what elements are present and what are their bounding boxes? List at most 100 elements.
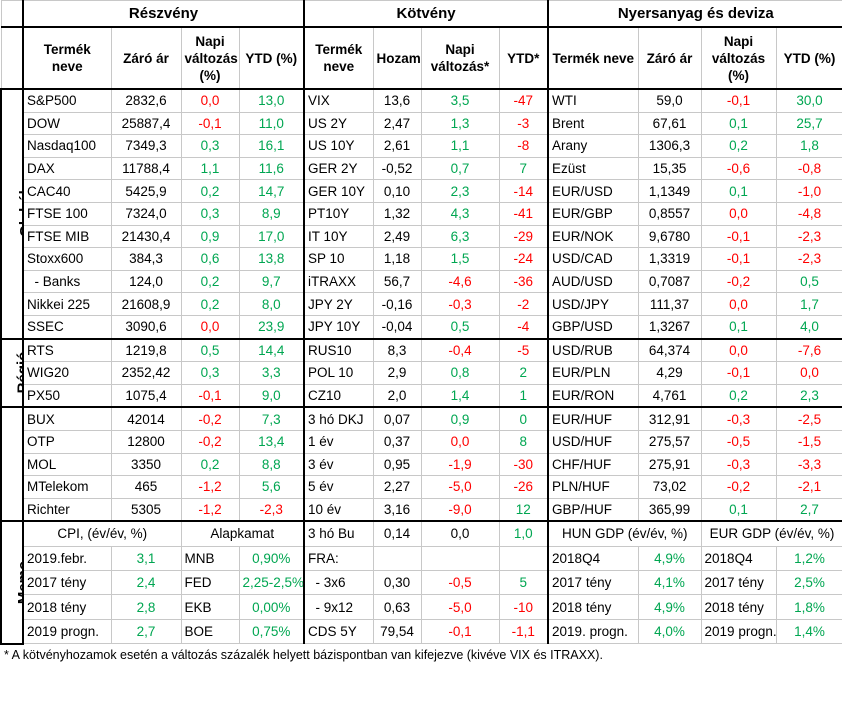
- product-name: PLN/HUF: [547, 475, 639, 499]
- value: 0,2: [180, 292, 240, 316]
- product-name: AUD/USD: [547, 269, 639, 294]
- product-name: GBP/HUF: [547, 497, 639, 522]
- product-name: Ezüst: [547, 156, 639, 181]
- product-name: 3 év: [303, 452, 374, 477]
- value: -0,2: [180, 429, 240, 454]
- value: -0,2: [700, 269, 777, 294]
- value: -2,3: [238, 497, 305, 522]
- value: -0,8: [775, 156, 842, 181]
- memo-label: 2019 progn.: [22, 618, 112, 645]
- product-name: Arany: [547, 134, 639, 158]
- value: 0,6: [180, 247, 240, 271]
- value: 6,3: [420, 224, 500, 249]
- product-name: USD/CAD: [547, 247, 639, 271]
- product-name: S&P500: [22, 88, 112, 113]
- value: 11788,4: [110, 156, 182, 181]
- memo-header: CPI, (év/év, %): [22, 520, 182, 547]
- product-name: VIX: [303, 88, 374, 113]
- memo-row: 2017 tény 2,4 FED 2,25-2,5% - 3x6 0,30 -0,5 5 2…: [1, 570, 842, 596]
- value: 2: [498, 361, 549, 385]
- data-row: Stoxx600 384,3 0,6 13,8 SP 10 1,18 1,5 -24 USD/C…: [1, 247, 842, 271]
- value: 3,5: [420, 88, 500, 113]
- value: -26: [498, 475, 549, 499]
- group-label-text: Memo: [15, 560, 23, 605]
- column-header: Napi változás (%): [180, 26, 240, 90]
- value: 1,5: [420, 247, 500, 271]
- value: 21608,9: [110, 292, 182, 316]
- value: -0,2: [700, 475, 777, 499]
- product-name: 10 év: [303, 497, 374, 522]
- group-label: Régió: [0, 337, 24, 409]
- memo-label: 2019. progn.: [547, 618, 639, 645]
- memo-value: 0,14: [372, 520, 422, 547]
- value: 67,61: [637, 111, 702, 136]
- product-name: EUR/RON: [547, 383, 639, 408]
- value: 2,0: [372, 383, 422, 408]
- value: 9,6780: [637, 224, 702, 249]
- value: -0,1: [180, 383, 240, 408]
- value: -1,0: [775, 179, 842, 203]
- product-name: FTSE MIB: [22, 224, 112, 249]
- product-name: POL 10: [303, 361, 374, 385]
- value: 2,3: [420, 179, 500, 203]
- value: 0,1: [700, 497, 777, 522]
- product-name: CHF/HUF: [547, 452, 639, 477]
- value: -0,1: [700, 224, 777, 249]
- value: 64,374: [637, 337, 702, 363]
- value: -5,0: [420, 475, 500, 499]
- value: 13,8: [238, 247, 305, 271]
- product-name: EUR/USD: [547, 179, 639, 203]
- value: 0,0: [700, 292, 777, 316]
- value: 1306,3: [637, 134, 702, 158]
- product-name: DAX: [22, 156, 112, 181]
- data-row: Magyar BUX 42014 -0,2 7,3 3 hó DKJ 0,07 0,9 0 EUR…: [0, 406, 842, 523]
- value: 1,3319: [637, 247, 702, 271]
- memo-label: 2018Q4: [547, 545, 639, 572]
- value: 73,02: [637, 475, 702, 499]
- value: 4,761: [637, 383, 702, 408]
- product-name: WIG20: [22, 361, 112, 385]
- value: -3,3: [775, 452, 842, 477]
- value: 8: [498, 429, 549, 454]
- value: -1,2: [180, 497, 240, 522]
- value: 2,61: [372, 134, 422, 158]
- value: -2: [498, 292, 549, 316]
- value: 0,8557: [637, 201, 702, 226]
- product-name: Brent: [547, 111, 639, 136]
- market-table: Részvény Kötvény Nyersanyag és deviza Termé…: [0, 0, 842, 645]
- value: 384,3: [110, 247, 182, 271]
- value: -0,1: [180, 111, 240, 136]
- value: 1075,4: [110, 383, 182, 408]
- value: -41: [498, 201, 549, 226]
- value: 2352,42: [110, 361, 182, 385]
- data-row: - Banks 124,0 0,2 9,7 iTRAXX 56,7 -4,6 -36 AUD/U…: [1, 269, 842, 294]
- product-name: EUR/NOK: [547, 224, 639, 249]
- value: 0,5: [180, 337, 240, 363]
- value: 0,0: [180, 88, 240, 113]
- value: 11,0: [238, 111, 305, 136]
- memo-label: 2017 tény: [547, 570, 639, 596]
- value: 275,57: [637, 429, 702, 454]
- footnote: * A kötvényhozamok esetén a változás szá…: [4, 647, 603, 662]
- value: 0,2: [700, 383, 777, 408]
- product-name: FTSE 100: [22, 201, 112, 226]
- memo-value: 4,1%: [637, 570, 702, 596]
- value: 2,3: [775, 383, 842, 408]
- value: 3,3: [238, 361, 305, 385]
- value: 3350: [110, 452, 182, 477]
- value: -0,2: [180, 406, 240, 431]
- value: -8: [498, 134, 549, 158]
- group-label: Globál: [0, 88, 24, 340]
- value: -24: [498, 247, 549, 271]
- value: -36: [498, 269, 549, 294]
- memo-row: 2018 tény 2,8 EKB 0,00% - 9x12 0,63 -5,0 -10 20…: [1, 594, 842, 620]
- product-name: Richter: [22, 497, 112, 522]
- value: 0,7087: [637, 269, 702, 294]
- product-name: PT10Y: [303, 201, 374, 226]
- value: -0,1: [700, 361, 777, 385]
- product-name: EUR/GBP: [547, 201, 639, 226]
- product-name: MOL: [22, 452, 112, 477]
- value: 0,9: [180, 224, 240, 249]
- column-header: Záró ár: [110, 26, 182, 90]
- value: 0,1: [700, 111, 777, 136]
